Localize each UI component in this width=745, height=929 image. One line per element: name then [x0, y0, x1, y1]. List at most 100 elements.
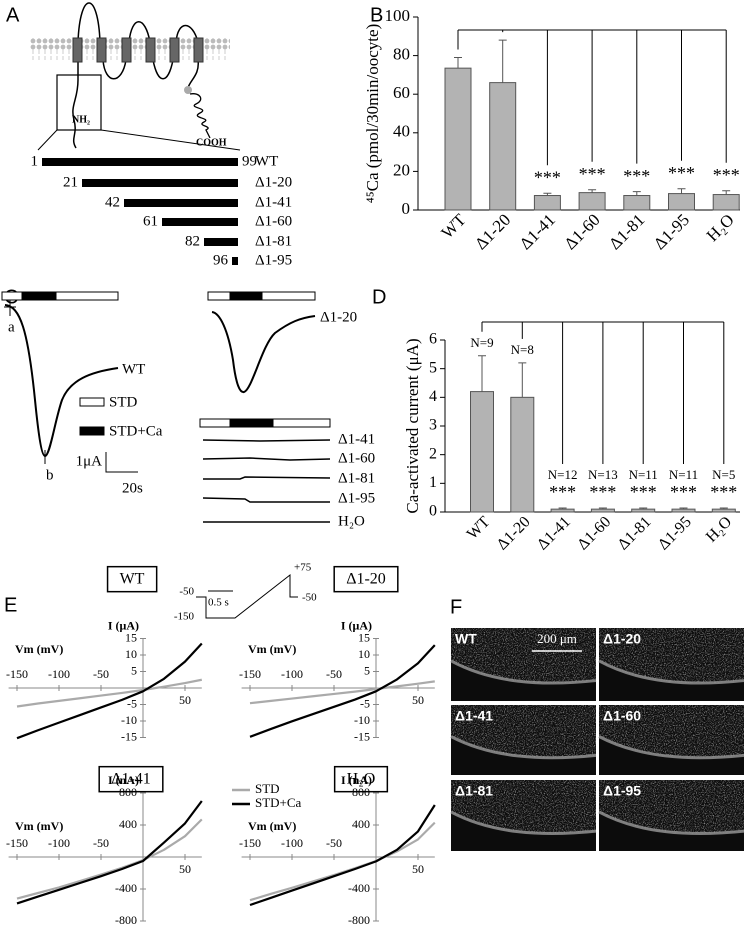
- y-tick-label: 15: [125, 630, 137, 644]
- x-tick-label: -50: [93, 667, 109, 681]
- panel-label: B: [370, 4, 383, 26]
- legend-label: STD+Ca: [109, 423, 163, 439]
- y-axis-label: I (μA): [341, 618, 372, 632]
- x-axis-label: Vm (mV): [15, 819, 63, 833]
- significance: ***: [534, 167, 561, 187]
- image-label: WT: [455, 631, 477, 647]
- significance: ***: [630, 482, 657, 502]
- x-tick-label: -50: [326, 667, 342, 681]
- error-bar: [454, 57, 462, 69]
- panel-label: A: [6, 4, 20, 26]
- y-tick-label: 100: [385, 6, 411, 25]
- y-tick-label: 10: [125, 647, 137, 661]
- significance: ***: [710, 482, 737, 502]
- x-tick-label: -150: [239, 836, 261, 850]
- y-tick-label: -400: [115, 881, 137, 895]
- construct-name: Δ1-41: [255, 194, 292, 210]
- y-tick-label: 800: [119, 785, 137, 799]
- bar: [712, 194, 740, 211]
- y-tick-label: 400: [119, 817, 137, 831]
- construct-bar: [232, 257, 238, 265]
- y-axis-label: I (nA): [108, 773, 139, 787]
- micrograph-tissue: [451, 780, 596, 834]
- x-tick-label: -50: [93, 836, 109, 850]
- y-tick-label: 40: [393, 122, 410, 141]
- y-tick-label: -400: [348, 881, 370, 895]
- start-residue: 96: [213, 252, 229, 268]
- y-axis-label: I (μA): [108, 618, 139, 632]
- construct-bar: [162, 218, 238, 226]
- micrograph-edge: [450, 810, 597, 835]
- plot-title: Δ1-41: [111, 771, 151, 788]
- bar: [590, 508, 615, 513]
- micrograph-tissue: [599, 780, 744, 834]
- n-label: N=5: [712, 467, 735, 482]
- micrograph-tissue: [599, 705, 744, 758]
- x-tick-label: -50: [326, 836, 342, 850]
- iv-curve: [16, 800, 203, 905]
- construct-bar: [42, 158, 238, 166]
- y-tick-label: 5: [131, 663, 137, 677]
- y-tick-label: -10: [121, 713, 137, 727]
- bar: [668, 193, 695, 211]
- error-bar: [558, 507, 567, 510]
- construct-name: Δ1-95: [255, 252, 292, 268]
- error-bar: [498, 39, 507, 83]
- legend-label: STD+Ca: [255, 795, 302, 810]
- x-tick-label: -150: [239, 667, 261, 681]
- trace-label: WT: [122, 361, 145, 377]
- y-tick-label: 6: [429, 331, 437, 348]
- membrane-diagram: [30, 2, 241, 151]
- y-tick-label: -800: [115, 913, 137, 927]
- title-box: [333, 565, 399, 593]
- iv-curve: [16, 678, 203, 708]
- x-tick-label: H₂O: [703, 210, 738, 245]
- y-axis-label: ⁴⁵Ca (pmol/30min/oocyte): [363, 24, 382, 203]
- start-residue: 42: [105, 194, 120, 210]
- x-tick-label: WT: [464, 513, 494, 543]
- image-label: Δ1-95: [603, 783, 641, 799]
- x-tick-label: Δ1-95: [655, 513, 695, 553]
- significance: ***: [589, 482, 616, 502]
- protocol-label: 0.5 s: [208, 597, 229, 609]
- error-bar: [543, 192, 552, 196]
- error-bar: [722, 190, 731, 195]
- y-tick-label: 4: [429, 388, 437, 405]
- trace-label: H₂O: [338, 513, 365, 529]
- current-traces: [1, 291, 331, 523]
- iv-curve: [16, 818, 203, 900]
- construct-name: WT: [255, 153, 278, 169]
- y-tick-label: 1: [429, 474, 437, 491]
- plot-title: WT: [120, 571, 145, 588]
- image-label: Δ1-20: [603, 631, 641, 647]
- y-tick-label: 2: [429, 445, 437, 462]
- y-tick-label: 10: [358, 647, 370, 661]
- voltage-protocol: [196, 573, 298, 619]
- x-axis-label: Vm (mV): [248, 642, 296, 656]
- x-tick-label: Δ1-20: [471, 210, 514, 253]
- y-tick-label: 0: [402, 199, 411, 218]
- x-tick-label: -100: [281, 667, 303, 681]
- x-tick-label: Δ1-95: [650, 210, 693, 253]
- plot-title: H₂O: [347, 771, 376, 788]
- y-tick-label: 5: [429, 359, 437, 376]
- start-residue: 82: [185, 233, 200, 249]
- x-tick-label: Δ1-41: [534, 513, 574, 553]
- x-tick-label: Δ1-20: [494, 513, 534, 553]
- error-bar: [632, 191, 641, 196]
- x-tick-label: WT: [437, 210, 470, 243]
- y-tick-label: 0: [429, 503, 437, 520]
- image-label: Δ1-41: [455, 708, 493, 724]
- error-bar: [639, 507, 648, 510]
- title-box: [98, 765, 164, 793]
- construct-name: Δ1-81: [255, 233, 292, 249]
- significance: ***: [623, 166, 650, 186]
- x-tick-label: Δ1-41: [516, 210, 559, 253]
- significance: ***: [668, 163, 695, 183]
- construct-bar: [124, 199, 238, 207]
- n-label: N=11: [629, 467, 658, 482]
- trace-label: Δ1-20: [320, 309, 357, 325]
- scale-label: 1μA: [76, 453, 103, 469]
- x-tick-label: 50: [179, 862, 191, 876]
- iv-curve: [16, 642, 203, 740]
